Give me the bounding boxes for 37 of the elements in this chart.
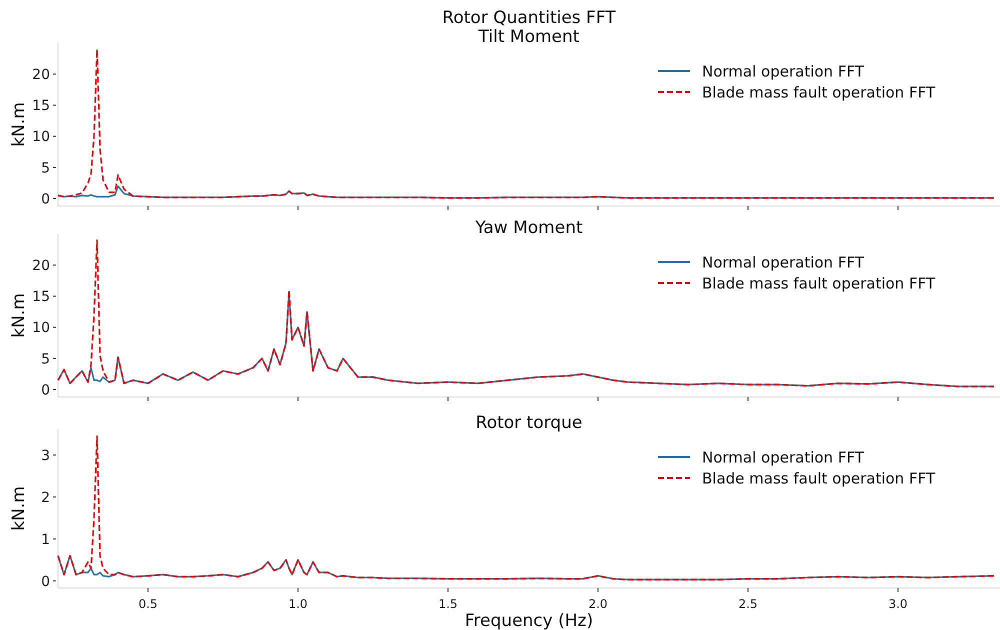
x-tick-label: 2.5 [738, 597, 758, 611]
line-series [57, 48, 995, 199]
y-tick-label: 0 [41, 382, 50, 398]
legend-label: Blade mass fault operation FFT [702, 469, 936, 488]
y-tick-label: 2 [41, 490, 50, 506]
y-tick-label: 3 [41, 448, 50, 464]
legend-label: Blade mass fault operation FFT [702, 274, 936, 292]
legend-label: Normal operation FFT [702, 62, 865, 80]
chart-title: Rotor Quantities FFT [442, 8, 616, 28]
legend-label: Blade mass fault operation FFT [702, 83, 936, 102]
chart-title: Yaw Moment [474, 218, 583, 238]
y-tick-label: 0 [41, 574, 50, 590]
x-tick-label: 1.5 [438, 597, 458, 611]
legend-label: Normal operation FFT [702, 253, 865, 272]
x-tick-label: 2.0 [588, 597, 608, 611]
chart-subtitle: Tilt Moment [478, 27, 580, 47]
chart-title: Rotor torque [476, 413, 582, 433]
y-axis-title: kN.m [9, 293, 29, 338]
y-tick-label: 1 [41, 532, 50, 548]
y-tick-label: 5 [41, 351, 50, 368]
y-tick-label: 15 [32, 98, 50, 114]
y-axis-title: kN.m [9, 102, 29, 147]
y-tick-label: 5 [41, 160, 50, 176]
y-axis-title: kN.m [9, 486, 29, 531]
x-tick-label: 1.0 [288, 597, 308, 611]
y-tick-label: 10 [32, 320, 50, 336]
legend-label: Normal operation FFT [702, 448, 865, 466]
x-tick-label: 3.0 [888, 597, 908, 611]
x-axis-title: Frequency (Hz) [464, 611, 594, 630]
y-tick-label: 15 [32, 289, 50, 306]
line-series [57, 435, 995, 580]
y-tick-label: 20 [32, 258, 50, 274]
line-series [57, 239, 995, 388]
y-tick-label: 0 [41, 191, 50, 208]
y-tick-label: 10 [32, 129, 50, 146]
x-tick-label: 0.5 [138, 597, 158, 611]
y-tick-label: 20 [32, 67, 50, 84]
